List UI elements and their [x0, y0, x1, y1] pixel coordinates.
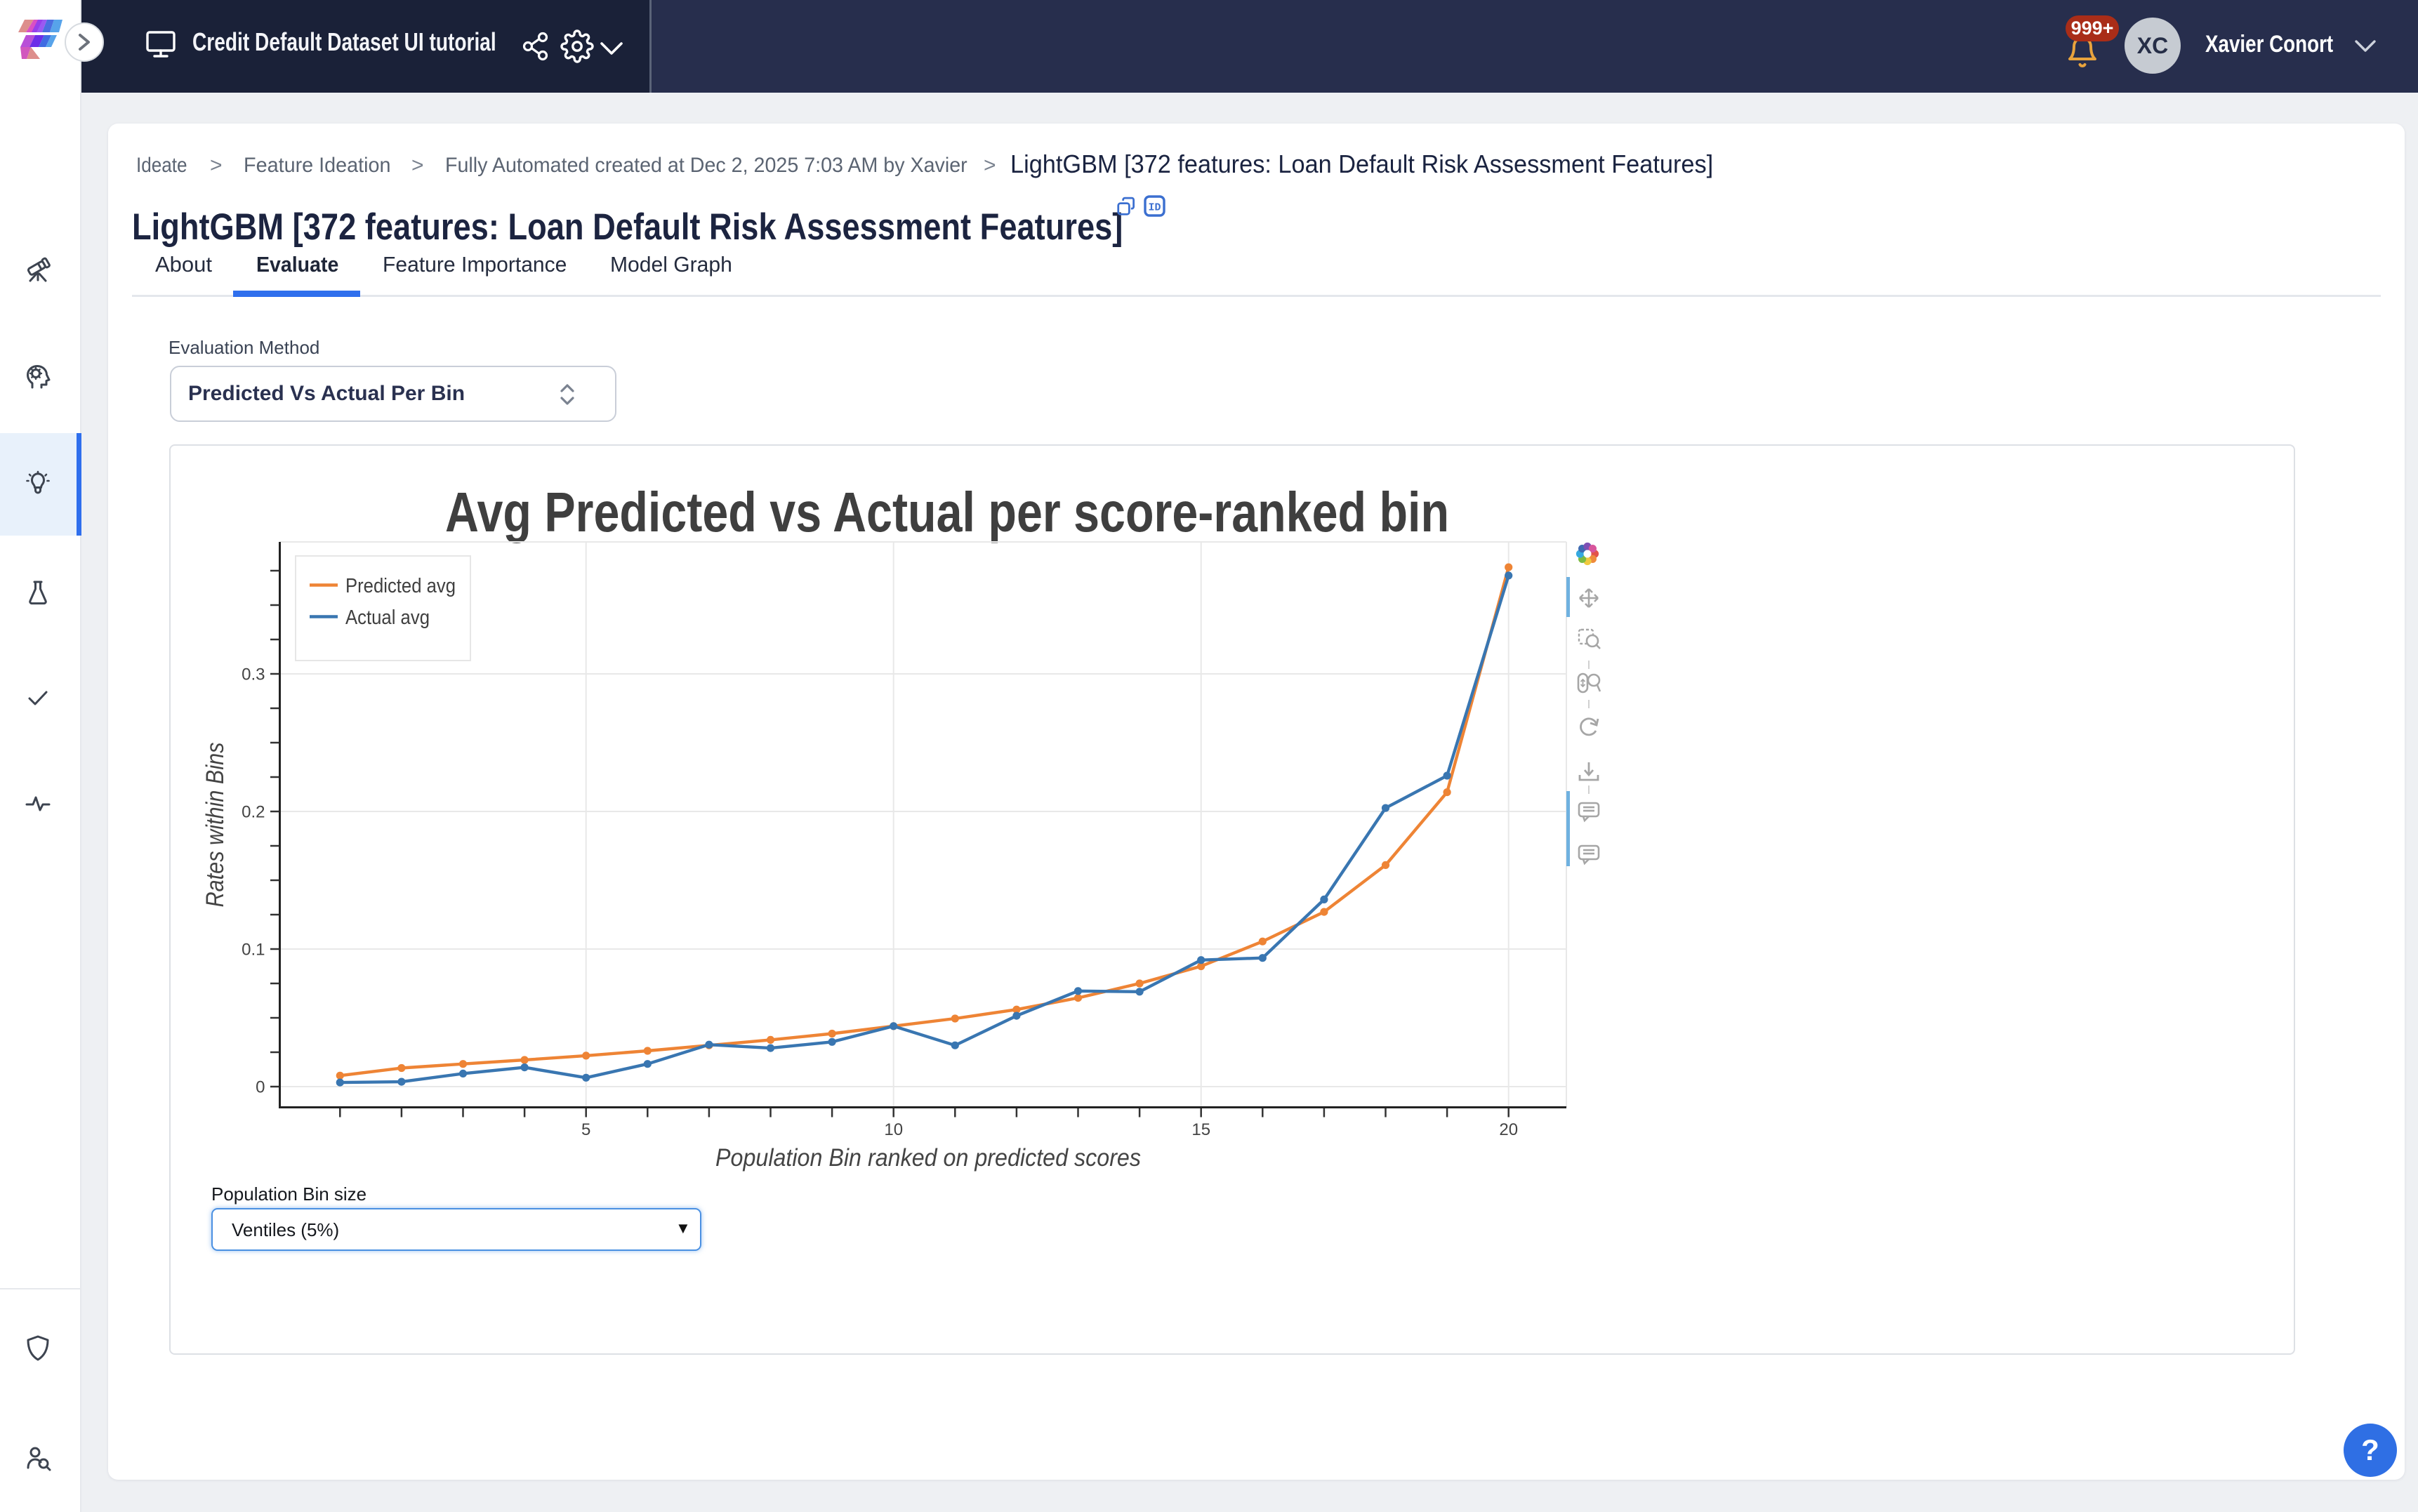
svg-text:Rates within Bins: Rates within Bins	[202, 743, 229, 908]
svg-text:ID: ID	[1148, 202, 1161, 214]
svg-text:Avg Predicted vs Actual per sc: Avg Predicted vs Actual per score-ranked…	[445, 481, 1449, 543]
svg-text:Population Bin ranked on predi: Population Bin ranked on predicted score…	[715, 1144, 1141, 1172]
svg-text:5: 5	[581, 1120, 590, 1139]
svg-text:Actual avg: Actual avg	[345, 606, 430, 629]
svg-text:0.3: 0.3	[242, 665, 265, 684]
svg-text:15: 15	[1191, 1120, 1210, 1139]
svg-text:0: 0	[256, 1078, 265, 1097]
svg-text:20: 20	[1499, 1120, 1518, 1139]
svg-text:Predicted avg: Predicted avg	[345, 575, 456, 597]
svg-text:0.1: 0.1	[242, 941, 265, 960]
svg-text:10: 10	[884, 1120, 903, 1139]
svg-text:0.2: 0.2	[242, 803, 265, 822]
